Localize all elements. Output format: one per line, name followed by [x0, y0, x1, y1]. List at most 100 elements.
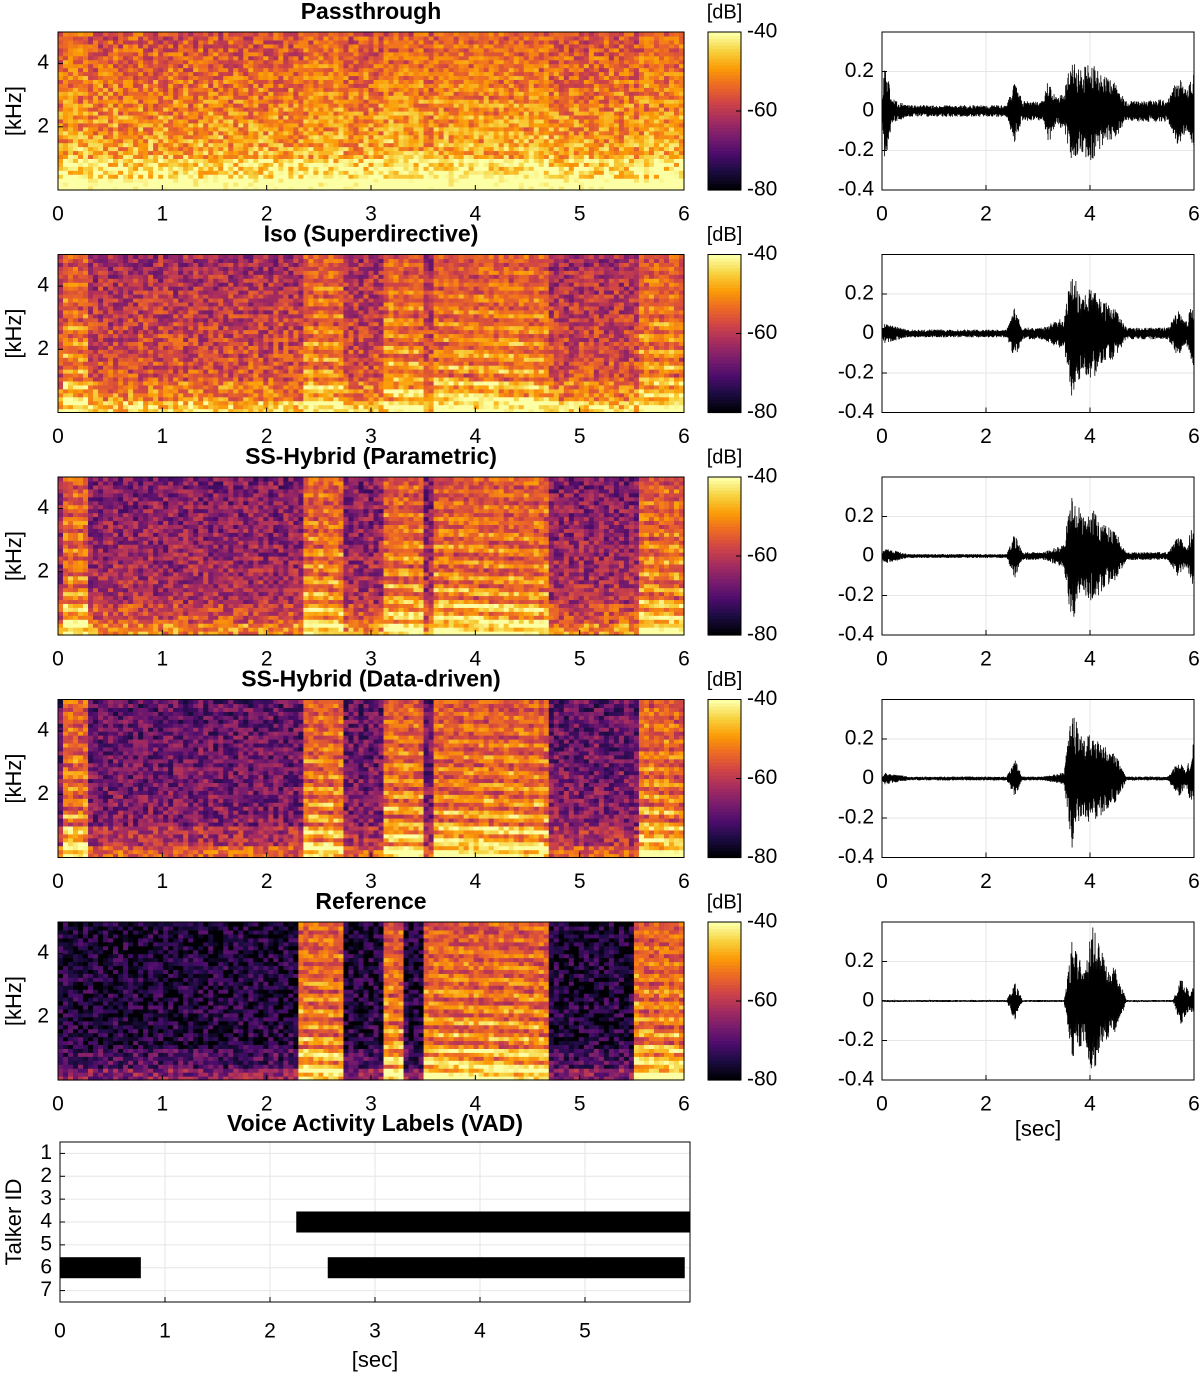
spectrogram-cell — [78, 40, 84, 45]
spectrogram-cell — [113, 91, 119, 96]
spectrogram-cell — [133, 147, 139, 152]
spectrogram-cell — [123, 115, 129, 120]
spectrogram-cell — [198, 72, 204, 77]
spectrogram-cell — [118, 79, 124, 84]
spectrogram-cell — [103, 174, 109, 179]
spectrogram-cell — [188, 123, 194, 128]
spectrogram-cell — [68, 75, 74, 80]
spectrogram-cell — [153, 131, 159, 136]
spectrogram-cell — [198, 107, 204, 112]
spectrogram-cell — [143, 99, 149, 104]
spectrogram-cell — [78, 170, 84, 175]
spectrogram-cell — [153, 115, 159, 120]
spectrogram-cell — [68, 143, 74, 148]
spectrogram-cell — [168, 182, 174, 187]
spectrogram-cell — [58, 139, 64, 144]
spectrogram-cell — [183, 72, 189, 77]
spectrogram-cell — [58, 95, 64, 100]
spectrogram-cell — [58, 178, 64, 183]
spectrogram-cell — [188, 72, 194, 77]
spectrogram-cell — [113, 170, 119, 175]
spectrogram-cell — [83, 135, 89, 140]
spectrogram-cell — [138, 174, 144, 179]
spectrogram-cell — [143, 115, 149, 120]
spectrogram-cell — [163, 99, 169, 104]
spectrogram-cell — [83, 182, 89, 187]
spectrogram-cell — [103, 170, 109, 175]
spectrogram-cell — [153, 135, 159, 140]
spectrogram-cell — [128, 83, 134, 88]
spectrogram-cell — [88, 48, 94, 53]
spectrogram-cell — [143, 162, 149, 167]
spectrogram-cell — [123, 154, 129, 159]
spectrogram-cell — [148, 99, 154, 104]
spectrogram-cell — [63, 158, 69, 163]
spectrogram-cell — [103, 95, 109, 100]
spectrogram-cell — [158, 154, 164, 159]
spectrogram-cell — [168, 68, 174, 73]
spectrogram-cell — [113, 143, 119, 148]
spectrogram-cell — [123, 111, 129, 116]
spectrogram-cell — [148, 123, 154, 128]
spectrogram-cell — [148, 158, 154, 163]
spectrogram-cell — [168, 79, 174, 84]
spectrogram-cell — [83, 83, 89, 88]
spectrogram-cell — [83, 32, 89, 37]
spectrogram-cell — [163, 95, 169, 100]
spectrogram-cell — [73, 83, 79, 88]
spectrogram-cell — [188, 44, 194, 49]
spectrogram-cell — [158, 111, 164, 116]
spectrogram-cell — [123, 107, 129, 112]
spectrogram-cell — [168, 44, 174, 49]
spectrogram-cell — [123, 68, 129, 73]
spectrogram-cell — [98, 115, 104, 120]
spectrogram-cell — [78, 64, 84, 69]
spectrogram-cell — [143, 178, 149, 183]
spectrogram-cell — [103, 139, 109, 144]
spectrogram-cell — [123, 75, 129, 80]
spectrogram-cell — [188, 178, 194, 183]
spectrogram-cell — [93, 139, 99, 144]
spectrogram-cell — [98, 91, 104, 96]
spectrogram-cell — [73, 103, 79, 108]
spectrogram-cell — [193, 166, 199, 171]
spectrogram-cell — [98, 182, 104, 187]
spectrogram-cell — [123, 56, 129, 61]
spectrogram-cell — [128, 111, 134, 116]
spectrogram-cell — [133, 170, 139, 175]
spectrogram-cell — [108, 48, 114, 53]
spectrogram-cell — [118, 147, 124, 152]
spectrogram-cell — [73, 79, 79, 84]
spectrogram-cell — [148, 44, 154, 49]
spectrogram-cell — [198, 64, 204, 69]
spectrogram-cell — [193, 83, 199, 88]
spectrogram-cell — [148, 48, 154, 53]
spectrogram-cell — [98, 60, 104, 65]
spectrogram-cell — [148, 139, 154, 144]
spectrogram-cell — [168, 174, 174, 179]
spectrogram-cell — [183, 107, 189, 112]
spectrogram-cell — [168, 119, 174, 124]
spectrogram-cell — [88, 123, 94, 128]
spectrogram-cell — [138, 127, 144, 132]
spectrogram-cell — [68, 64, 74, 69]
spectrogram-cell — [118, 36, 124, 41]
spectrogram-cell — [173, 139, 179, 144]
spectrogram-cell — [88, 166, 94, 171]
spectrogram-cell — [173, 107, 179, 112]
spectrogram-cell — [148, 170, 154, 175]
spectrogram-cell — [173, 151, 179, 156]
spectrogram-cell — [173, 75, 179, 80]
spectrogram-cell — [148, 40, 154, 45]
spectrogram-cell — [128, 154, 134, 159]
spectrogram-cell — [123, 87, 129, 92]
spectrogram-cell — [118, 72, 124, 77]
spectrogram-cell — [178, 95, 184, 100]
spectrogram-cell — [163, 44, 169, 49]
spectrogram-cell — [113, 48, 119, 53]
spectrogram-cell — [178, 83, 184, 88]
spectrogram-cell — [168, 32, 174, 37]
spectrogram-cell — [78, 103, 84, 108]
spectrogram-cell — [178, 151, 184, 156]
spectrogram-cell — [133, 91, 139, 96]
